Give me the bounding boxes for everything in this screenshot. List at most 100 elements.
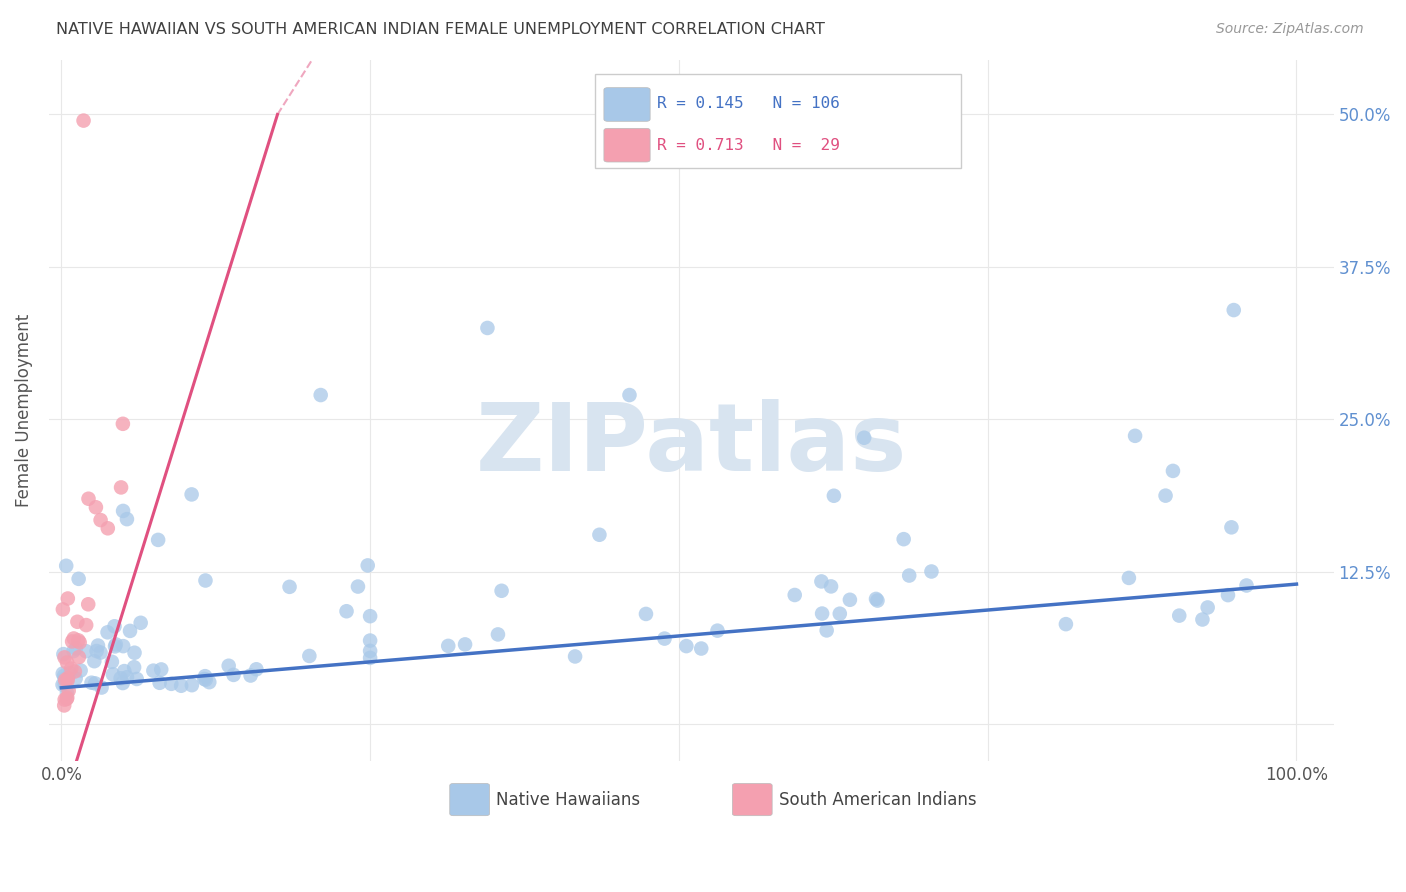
Point xyxy=(245,662,267,676)
Point xyxy=(122,660,145,674)
Point xyxy=(820,579,842,593)
Point xyxy=(65,641,87,656)
Point xyxy=(66,615,89,629)
Point xyxy=(56,673,79,688)
Point xyxy=(90,513,112,527)
Point xyxy=(898,568,921,582)
Point xyxy=(1197,600,1219,615)
Point xyxy=(218,658,240,673)
Point xyxy=(298,648,321,663)
Point xyxy=(706,624,728,638)
Point xyxy=(239,668,262,682)
Point xyxy=(588,528,610,542)
Point xyxy=(84,676,107,690)
Point xyxy=(690,641,713,656)
Text: R = 0.145   N = 106: R = 0.145 N = 106 xyxy=(657,95,839,111)
Point xyxy=(55,558,77,573)
Point xyxy=(59,666,82,681)
Point xyxy=(1054,617,1077,632)
Point xyxy=(62,632,84,646)
Point xyxy=(112,664,135,678)
Point xyxy=(357,558,380,573)
Point xyxy=(55,691,77,706)
Text: South American Indians: South American Indians xyxy=(779,791,976,809)
Y-axis label: Female Unemployment: Female Unemployment xyxy=(15,314,32,507)
Point xyxy=(437,639,460,653)
Point xyxy=(56,686,79,700)
Point xyxy=(1191,613,1213,627)
Point xyxy=(104,640,127,654)
Point xyxy=(1161,464,1184,478)
Point xyxy=(72,113,94,128)
Point xyxy=(118,624,141,638)
Point xyxy=(180,678,202,692)
FancyBboxPatch shape xyxy=(733,783,772,815)
Point xyxy=(359,651,381,665)
Point xyxy=(1123,429,1146,443)
Point xyxy=(1236,578,1258,592)
Point xyxy=(347,580,370,594)
Point xyxy=(619,388,641,402)
Point xyxy=(823,489,845,503)
Point xyxy=(69,664,91,678)
Text: NATIVE HAWAIIAN VS SOUTH AMERICAN INDIAN FEMALE UNEMPLOYMENT CORRELATION CHART: NATIVE HAWAIIAN VS SOUTH AMERICAN INDIAN… xyxy=(56,22,825,37)
Point xyxy=(1118,571,1140,585)
Point xyxy=(56,690,79,705)
Point xyxy=(56,656,79,670)
Point xyxy=(675,639,697,653)
Point xyxy=(101,667,124,681)
Point xyxy=(359,644,381,658)
Point xyxy=(53,698,76,713)
Point xyxy=(142,664,165,678)
Point xyxy=(129,615,152,630)
Point xyxy=(866,593,889,607)
Point xyxy=(110,480,132,494)
Point xyxy=(58,683,80,698)
Point xyxy=(112,639,135,653)
Text: Native Hawaiians: Native Hawaiians xyxy=(496,791,640,809)
Point xyxy=(83,654,105,668)
Point xyxy=(53,677,76,691)
Point xyxy=(53,669,76,683)
Point xyxy=(104,637,127,651)
Point xyxy=(51,678,73,692)
Point xyxy=(477,321,499,335)
Point xyxy=(56,591,79,606)
Point xyxy=(52,647,75,661)
Point xyxy=(84,500,107,515)
Point xyxy=(810,574,832,589)
Point xyxy=(52,602,75,616)
Point xyxy=(783,588,806,602)
Point xyxy=(146,533,169,547)
Point xyxy=(124,646,146,660)
Point xyxy=(194,673,217,687)
Point xyxy=(60,662,83,676)
Point xyxy=(112,504,135,518)
Point xyxy=(893,532,915,546)
Point xyxy=(454,637,477,651)
Point xyxy=(170,679,193,693)
Point xyxy=(278,580,301,594)
Point xyxy=(828,607,851,621)
FancyBboxPatch shape xyxy=(605,128,650,162)
FancyBboxPatch shape xyxy=(595,74,960,169)
Point xyxy=(77,597,100,611)
Point xyxy=(53,673,76,687)
Point xyxy=(53,650,76,665)
Point xyxy=(90,681,112,695)
Point xyxy=(198,675,221,690)
Point xyxy=(865,591,887,606)
Point xyxy=(52,666,75,681)
Point xyxy=(65,671,87,685)
Point xyxy=(1216,588,1239,602)
Point xyxy=(838,592,860,607)
Point xyxy=(60,634,83,648)
Point xyxy=(86,644,108,658)
Point xyxy=(359,633,381,648)
Point xyxy=(115,670,138,684)
Point xyxy=(110,671,132,685)
Point xyxy=(222,668,245,682)
Point xyxy=(97,625,120,640)
Point xyxy=(486,627,509,641)
Point xyxy=(97,521,120,535)
